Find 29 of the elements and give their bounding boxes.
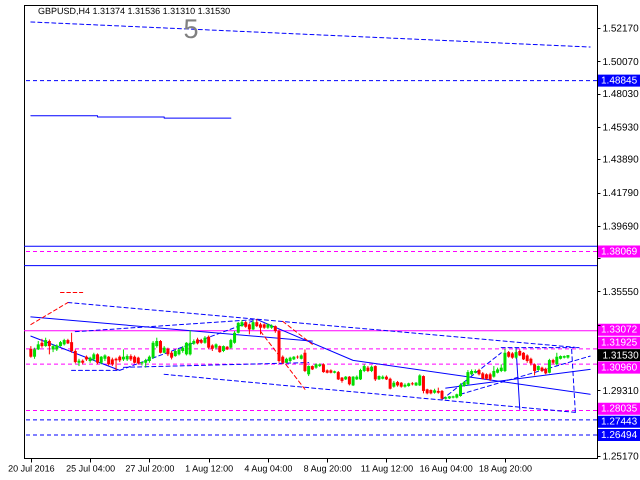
ref-line-label: 1.28035: [601, 404, 638, 415]
x-tick-label: 16 Aug 04:00: [420, 464, 473, 474]
y-tick-label: 1.25170: [602, 451, 640, 462]
y-tick-label: 1.48030: [602, 89, 640, 100]
x-tick-label: 27 Jul 20:00: [125, 464, 174, 474]
x-tick-label: 11 Aug 12:00: [360, 464, 414, 474]
x-tick-label: 25 Jul 04:00: [66, 464, 116, 474]
ref-line-label: 1.27443: [601, 416, 638, 428]
chart-title: GBPUSD,H4 1.31374 1.31536 1.31310 1.31530: [38, 6, 230, 16]
ref-line-label: 1.33072: [601, 324, 638, 336]
ref-line-label: 1.38069: [601, 246, 638, 258]
x-tick-label: 8 Aug 20:00: [304, 464, 352, 474]
x-tick-label: 20 Jul 2016: [8, 464, 55, 474]
y-tick-label: 1.50070: [602, 56, 640, 68]
y-tick-label: 1.35550: [602, 286, 640, 298]
x-tick-label: 4 Aug 04:00: [244, 464, 292, 474]
x-tick-label: 1 Aug 12:00: [185, 464, 234, 474]
y-tick-label: 1.39690: [602, 221, 640, 232]
y-tick-label: 1.29310: [602, 386, 640, 397]
y-tick-label: 1.52170: [602, 23, 640, 34]
y-tick-label: 1.45930: [602, 122, 640, 134]
ref-line-label: 1.26494: [601, 430, 638, 441]
y-tick-label: 1.31530: [602, 350, 640, 362]
x-tick-label: 18 Aug 20:00: [478, 464, 532, 474]
ref-line-label: 1.30960: [601, 362, 638, 374]
y-tick-label: 1.43890: [602, 154, 640, 166]
y-tick-label: 1.41790: [602, 188, 640, 200]
ref-line-label: 1.48845: [601, 76, 638, 87]
ref-line-label: 1.31925: [601, 338, 638, 349]
